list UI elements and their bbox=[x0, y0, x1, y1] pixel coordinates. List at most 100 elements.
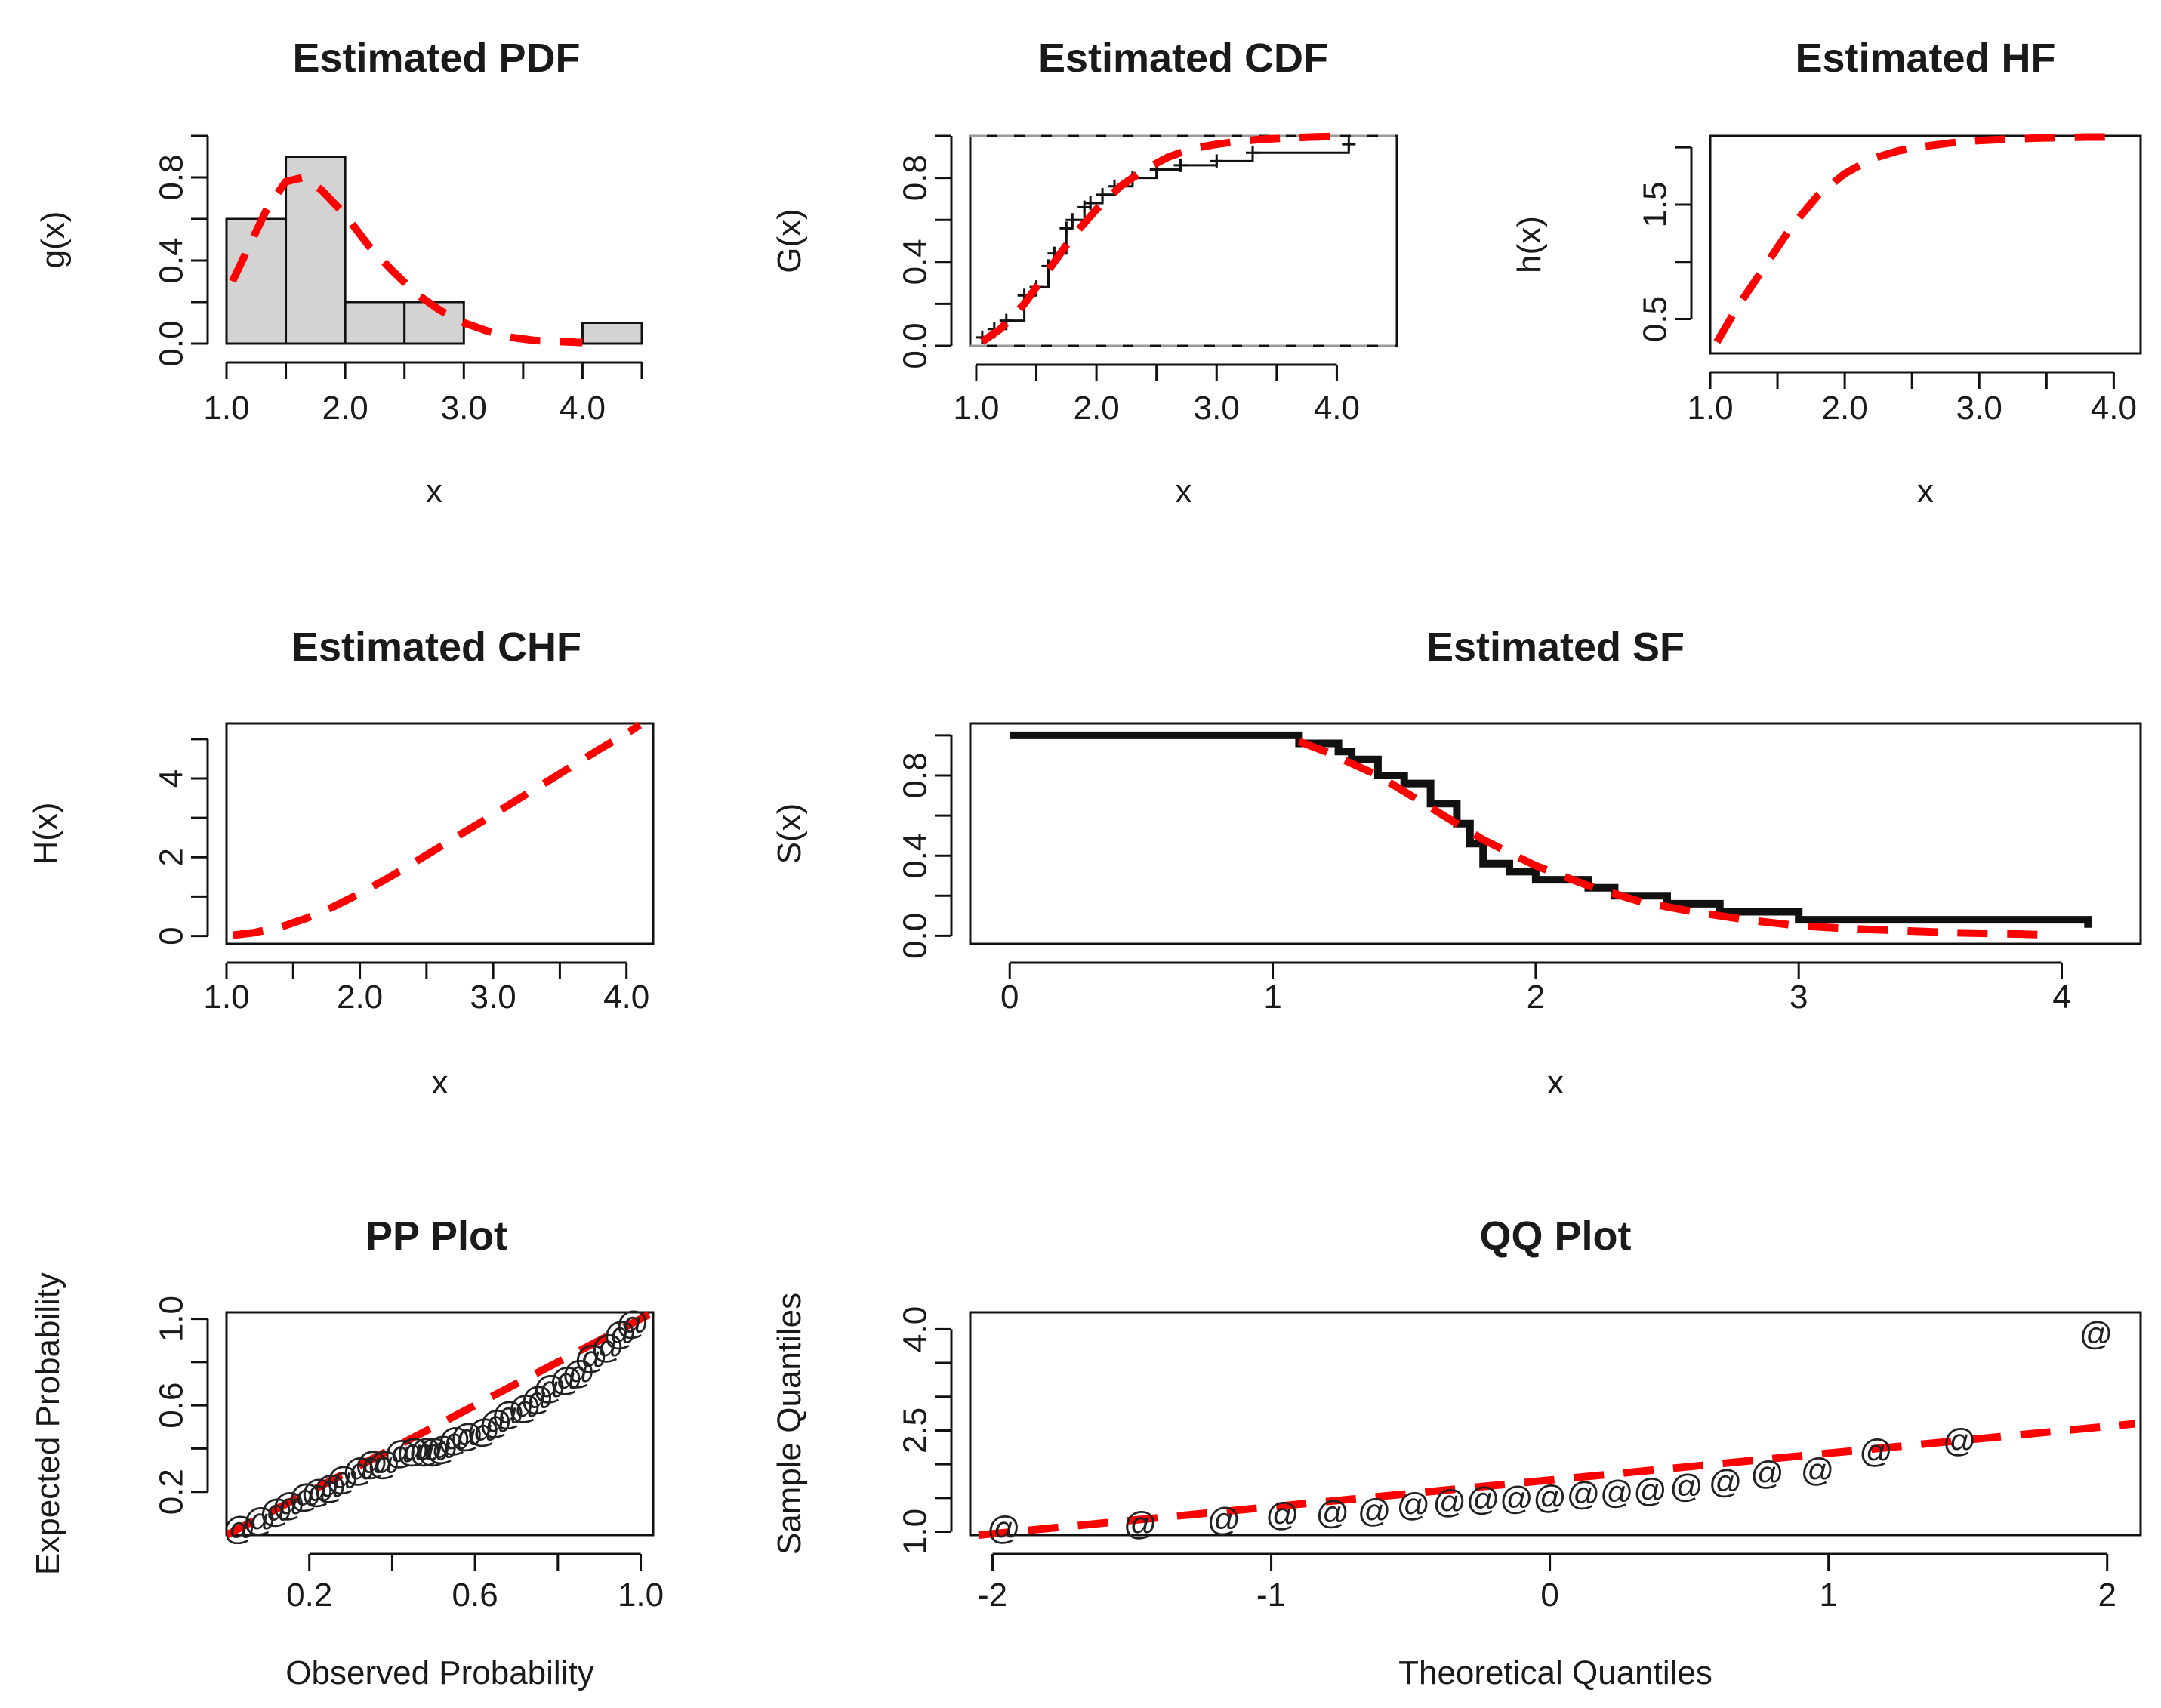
qq-data-point: @ bbox=[1466, 1481, 1500, 1518]
sf-y-axis-label: S(x) bbox=[771, 803, 808, 865]
pp-data-point: @ bbox=[417, 1432, 451, 1469]
histogram-bar bbox=[344, 301, 406, 345]
chf-title: Estimated CHF bbox=[291, 624, 581, 670]
chf-panel: Estimated CHF x H(x) 1.0 2.0 3.0 4.0 0 2 4 bbox=[27, 624, 655, 1101]
chf-x-tick-label: 4.0 bbox=[603, 979, 649, 1016]
sf-x-tick-label: 3 bbox=[1790, 979, 1808, 1016]
qq-data-point: @ bbox=[1124, 1505, 1158, 1542]
pdf-y-tick-label: 0.4 bbox=[153, 237, 190, 283]
pp-data-point: @ bbox=[301, 1473, 334, 1510]
pp-reference-line bbox=[227, 1311, 651, 1539]
ecdf-point-marker bbox=[1065, 213, 1080, 227]
sf-panel: Estimated SF x S(x) 0 1 2 3 4 0.0 0.4 0.8 bbox=[771, 624, 2142, 1101]
pp-data-point: @ bbox=[272, 1486, 306, 1523]
histogram-bar bbox=[581, 322, 643, 345]
chf-x-tick-label: 1.0 bbox=[203, 979, 249, 1016]
pp-data-point: @ bbox=[367, 1445, 401, 1482]
pp-plot-frame bbox=[225, 1311, 655, 1537]
cdf-x-tick-label: 4.0 bbox=[1314, 390, 1360, 427]
chf-y-axis-label: H(x) bbox=[27, 802, 64, 865]
sf-x-tick-label: 4 bbox=[2052, 979, 2070, 1016]
sf-y-tick-label: 0.0 bbox=[897, 913, 934, 959]
qq-data-point: @ bbox=[1633, 1472, 1667, 1509]
sf-plot-frame bbox=[969, 722, 2142, 945]
qq-x-tick-label: 2 bbox=[2098, 1577, 2116, 1614]
chf-y-tick-label: 2 bbox=[153, 848, 190, 866]
pdf-x-tick-label: 3.0 bbox=[441, 390, 487, 427]
pdf-title: Estimated PDF bbox=[292, 35, 580, 81]
pp-data-point: @ bbox=[450, 1417, 484, 1454]
hf-x-tick-label: 4.0 bbox=[2091, 390, 2137, 427]
pp-data-point: @ bbox=[603, 1315, 637, 1352]
pp-data-point: @ bbox=[533, 1370, 567, 1407]
hf-x-axis-label: x bbox=[1917, 473, 1934, 510]
pdf-x-tick-label: 1.0 bbox=[203, 390, 249, 427]
qq-data-point: @ bbox=[987, 1510, 1021, 1547]
pp-y-tick-label: 1.0 bbox=[153, 1296, 190, 1342]
hf-x-tick-label: 1.0 bbox=[1687, 390, 1733, 427]
hf-panel: Estimated HF x h(x) 1.0 2.0 3.0 4.0 0.5 1.5 bbox=[1511, 35, 2142, 510]
qq-data-point: @ bbox=[1207, 1501, 1241, 1538]
qq-data-point: @ bbox=[1750, 1454, 1784, 1491]
chf-y-tick-label: 0 bbox=[153, 926, 190, 945]
qq-plot-frame bbox=[969, 1311, 2142, 1537]
chf-y-tick-label: 4 bbox=[153, 769, 190, 788]
qq-data-point: @ bbox=[2079, 1315, 2113, 1352]
cdf-panel: Estimated CDF x G(x) 1.0 2.0 3.0 4.0 0.0 0.4 0.8 bbox=[771, 35, 1398, 510]
cdf-y-tick-label: 0.8 bbox=[897, 155, 934, 201]
pp-data-point: @ bbox=[590, 1328, 624, 1365]
qq-data-point: @ bbox=[1315, 1494, 1349, 1531]
qq-y-tick-label: 4.0 bbox=[897, 1306, 934, 1352]
pp-data-point: @ bbox=[222, 1510, 256, 1547]
sf-y-tick-label: 0.4 bbox=[897, 833, 934, 879]
chf-x-axis-label: x bbox=[432, 1064, 449, 1101]
pp-data-point: @ bbox=[259, 1493, 293, 1530]
sf-x-tick-label: 0 bbox=[1000, 979, 1019, 1016]
cdf-y-tick-label: 0.4 bbox=[897, 239, 934, 285]
pp-x-tick-label: 0.6 bbox=[452, 1577, 498, 1614]
qq-title: QQ Plot bbox=[1480, 1213, 1632, 1259]
pp-data-point: @ bbox=[425, 1430, 459, 1467]
ecdf-point-marker bbox=[1246, 146, 1260, 160]
cdf-title: Estimated CDF bbox=[1038, 35, 1328, 81]
pdf-y-tick-label: 0.8 bbox=[153, 154, 190, 200]
pdf-x-tick-label: 2.0 bbox=[322, 390, 368, 427]
cdf-plot-area bbox=[970, 132, 1397, 347]
pp-data-point: @ bbox=[479, 1404, 513, 1441]
qq-x-tick-label: 1 bbox=[1819, 1577, 1837, 1614]
chf-plot-frame bbox=[225, 722, 655, 945]
cdf-y-tick-label: 0.0 bbox=[897, 322, 934, 368]
pp-panel: PP Plot Observed Probability Expected Prob… bbox=[29, 1213, 664, 1691]
qq-panel: QQ Plot Theoretical Quantiles Sample Quant… bbox=[771, 1213, 2142, 1691]
pp-data-point: @ bbox=[396, 1432, 430, 1469]
qq-data-point: @ bbox=[1396, 1486, 1430, 1523]
hazard-curve bbox=[1713, 133, 2114, 344]
hf-y-tick-label: 1.5 bbox=[1637, 181, 1674, 227]
qq-data-point: @ bbox=[1801, 1452, 1835, 1489]
qq-data-point: @ bbox=[1432, 1484, 1466, 1521]
pp-data-point: @ bbox=[492, 1395, 526, 1432]
qq-data-point: @ bbox=[1600, 1474, 1634, 1511]
fitted-cdf-curve bbox=[980, 132, 1337, 345]
qq-y-axis-label: Sample Quantiles bbox=[771, 1293, 808, 1555]
qq-x-axis-label: Theoretical Quantiles bbox=[1398, 1654, 1712, 1691]
hf-y-tick-label: 0.5 bbox=[1637, 296, 1674, 342]
pp-x-axis-label: Observed Probability bbox=[285, 1654, 593, 1691]
pp-plot-area: @@@@@@@@@@@@@@@@@@@@@@@@@@@@@@ bbox=[222, 1305, 651, 1547]
pp-data-point: @ bbox=[342, 1452, 376, 1489]
pdf-y-axis-label: g(x) bbox=[35, 211, 72, 269]
ecdf-point-marker bbox=[1173, 158, 1188, 172]
pp-data-point: @ bbox=[437, 1421, 471, 1458]
histogram-bar bbox=[285, 156, 347, 345]
chf-plot-area bbox=[233, 721, 643, 939]
qq-y-tick-label: 1.0 bbox=[897, 1509, 934, 1555]
pp-x-tick-label: 0.2 bbox=[286, 1577, 332, 1614]
fitted-density-curve bbox=[229, 174, 583, 347]
pp-data-point: @ bbox=[520, 1380, 554, 1417]
pp-data-point: @ bbox=[243, 1501, 277, 1538]
pdf-y-tick-label: 0.0 bbox=[153, 320, 190, 366]
ecdf-point-marker bbox=[1059, 221, 1074, 236]
cdf-plot-frame bbox=[969, 134, 1398, 347]
ecdf-point-marker bbox=[1210, 154, 1224, 168]
